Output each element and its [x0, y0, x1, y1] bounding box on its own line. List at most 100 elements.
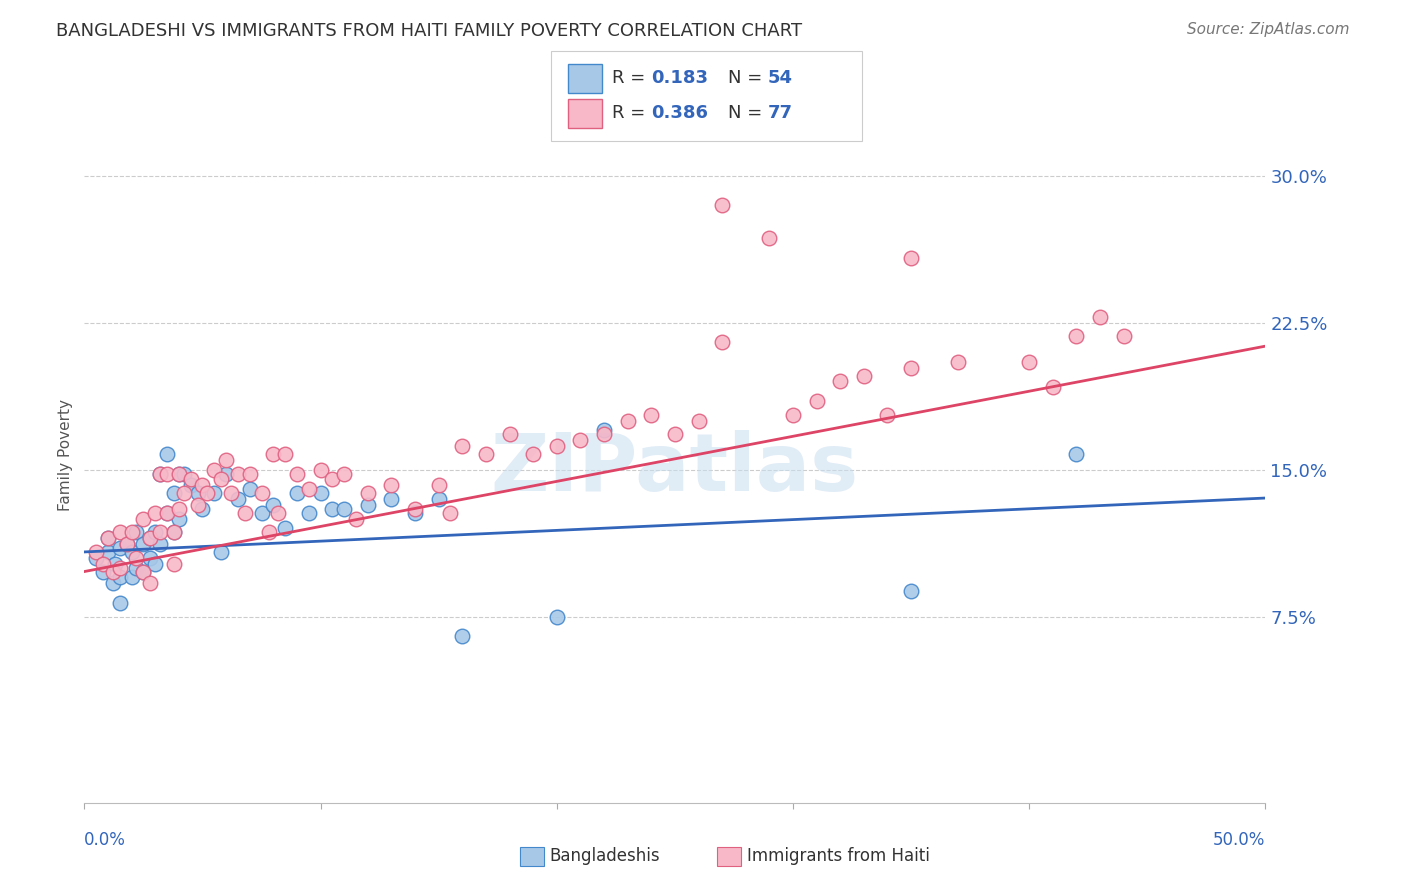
Point [900, 360, 922, 375]
Point [173, 467, 195, 481]
Point [262, 447, 284, 461]
Text: R =: R = [612, 104, 651, 122]
Point [309, 462, 332, 476]
Point [195, 486, 218, 500]
Point [404, 501, 426, 516]
Point [132, 565, 155, 579]
Point [191, 501, 214, 516]
Point [333, 501, 356, 516]
Point [380, 478, 402, 492]
Point [132, 565, 155, 579]
Point [167, 511, 190, 525]
Point [321, 501, 343, 516]
Point [344, 511, 367, 525]
Point [451, 629, 474, 643]
Point [121, 570, 143, 584]
Point [711, 335, 734, 350]
Point [233, 506, 256, 520]
Point [274, 521, 297, 535]
Point [546, 439, 568, 453]
Point [257, 525, 280, 540]
Point [498, 427, 520, 442]
Point [143, 506, 166, 520]
Point [191, 478, 214, 492]
Point [108, 570, 131, 584]
Point [97, 531, 120, 545]
Point [180, 472, 202, 486]
Text: ZIPatlas: ZIPatlas [491, 430, 859, 508]
Point [215, 467, 238, 481]
Point [321, 472, 343, 486]
Point [125, 550, 148, 565]
Point [163, 525, 186, 540]
Point [640, 408, 662, 422]
Point [156, 506, 179, 520]
Point [108, 560, 131, 574]
Point [1018, 355, 1040, 369]
Point [163, 486, 186, 500]
Point [616, 414, 638, 428]
Text: Immigrants from Haiti: Immigrants from Haiti [747, 847, 929, 865]
Text: R =: R = [612, 70, 651, 87]
Point [427, 491, 450, 506]
Point [84, 550, 107, 565]
Text: 0.0%: 0.0% [84, 831, 127, 849]
Point [209, 472, 232, 486]
Point [806, 394, 828, 409]
Point [298, 482, 321, 496]
Point [215, 452, 238, 467]
Point [156, 506, 179, 520]
Point [569, 434, 592, 448]
Point [250, 486, 273, 500]
Point [187, 498, 209, 512]
Point [101, 576, 124, 591]
Point [239, 482, 262, 496]
Point [688, 414, 710, 428]
Point [156, 467, 179, 481]
Point [180, 478, 202, 492]
Point [115, 537, 138, 551]
Point [108, 541, 131, 555]
Point [108, 596, 131, 610]
Point [173, 486, 195, 500]
Text: 0.183: 0.183 [651, 70, 709, 87]
Point [143, 557, 166, 571]
Point [149, 467, 172, 481]
Point [876, 408, 898, 422]
Point [101, 565, 124, 579]
Point [250, 506, 273, 520]
Point [97, 531, 120, 545]
Point [239, 467, 262, 481]
Point [1112, 329, 1135, 343]
Point [427, 478, 450, 492]
Point [219, 486, 242, 500]
Point [226, 491, 249, 506]
Text: 0.386: 0.386 [651, 104, 709, 122]
Point [143, 525, 166, 540]
Point [1066, 329, 1088, 343]
Text: Bangladeshis: Bangladeshis [550, 847, 661, 865]
Point [167, 467, 190, 481]
Point [121, 545, 143, 559]
Point [758, 231, 780, 245]
Point [108, 525, 131, 540]
Point [149, 467, 172, 481]
Point [546, 609, 568, 624]
Text: 54: 54 [768, 70, 793, 87]
Point [163, 525, 186, 540]
Point [451, 439, 474, 453]
Point [202, 462, 225, 476]
Point [380, 491, 402, 506]
Point [163, 557, 186, 571]
Point [830, 375, 852, 389]
Point [84, 545, 107, 559]
Point [149, 537, 172, 551]
Point [309, 486, 332, 500]
Text: N =: N = [728, 70, 768, 87]
Point [593, 427, 616, 442]
Point [132, 511, 155, 525]
Point [104, 557, 127, 571]
Text: 77: 77 [768, 104, 793, 122]
Point [782, 408, 804, 422]
Point [139, 550, 162, 565]
